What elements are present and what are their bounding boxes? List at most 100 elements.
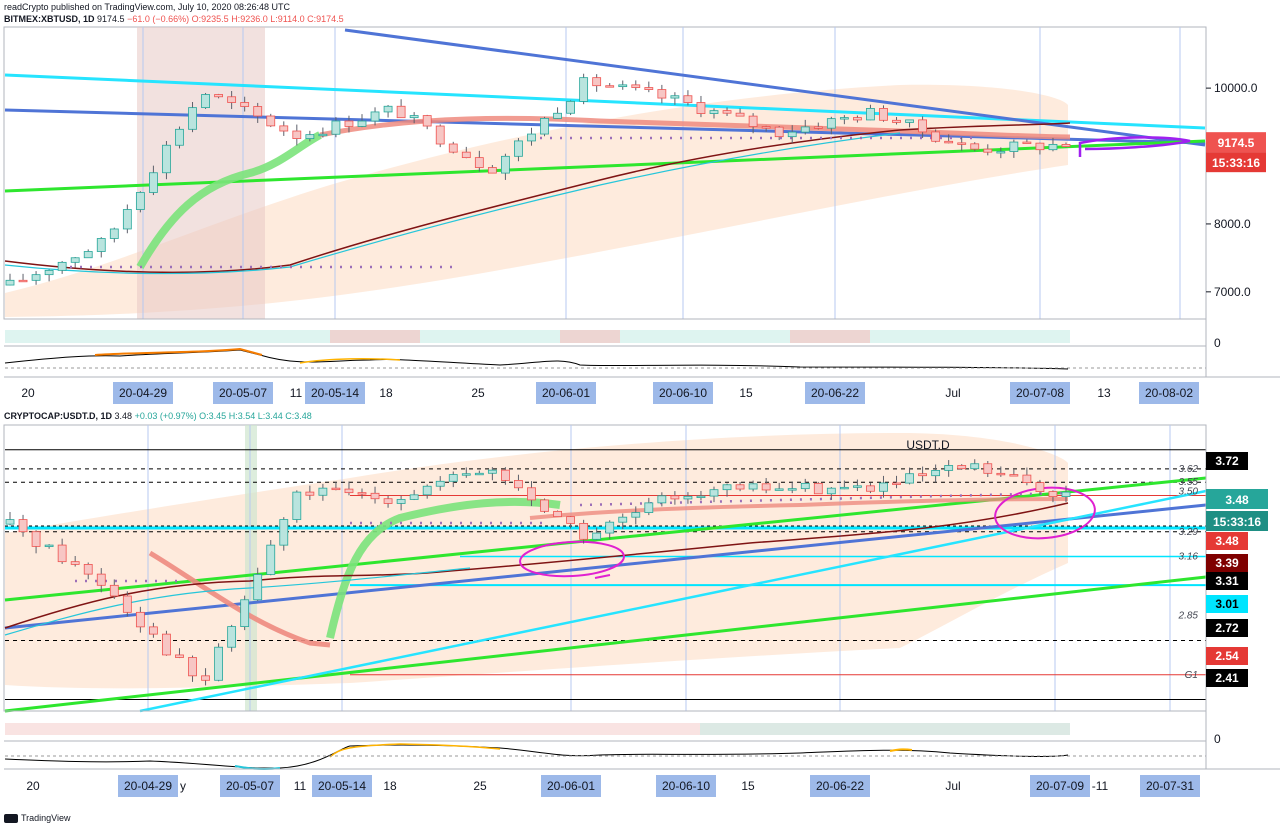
- tradingview-brand: TradingView: [21, 813, 71, 823]
- candle-body: [83, 251, 93, 259]
- candle-body: [892, 119, 901, 123]
- candle-body: [253, 106, 263, 117]
- x-date-badge-label: 20-05-07: [219, 386, 267, 400]
- top-trendlines[interactable]: [4, 28, 1206, 275]
- candle-body: [370, 111, 380, 122]
- candle-body: [331, 120, 341, 135]
- top-symbol: BITMEX:XBTUSD, 1D: [4, 14, 95, 24]
- candle-body: [944, 140, 954, 144]
- candle-body: [514, 140, 523, 157]
- candle-body: [149, 626, 158, 635]
- candle-body: [527, 487, 536, 501]
- x-date-badge: [220, 775, 280, 797]
- candle-body: [214, 646, 223, 681]
- candle-body: [305, 134, 315, 139]
- top-low: L:9114.0: [270, 14, 305, 24]
- candle-body: [383, 105, 393, 113]
- x-date-badge-label: 20-06-10: [659, 386, 707, 400]
- bottom-symbol: CRYPTOCAP:USDT.D, 1D: [4, 411, 113, 421]
- x-date-badge-label: 20-05-14: [318, 779, 366, 793]
- top-open: O:9235.5: [191, 14, 229, 24]
- top-last: 9174.5: [97, 14, 125, 24]
- candle-body: [696, 495, 706, 498]
- candle-body: [292, 130, 302, 139]
- countdown-badge: [1206, 152, 1266, 173]
- publisher-text: readCrypto published on TradingView.com,…: [4, 2, 291, 12]
- candle-body: [748, 115, 758, 127]
- x-date-badge-label: 20-05-14: [311, 386, 359, 400]
- level-badge-label: 3.01: [1215, 597, 1239, 611]
- candle-body: [1035, 142, 1045, 151]
- x-axis-label: 11: [294, 779, 307, 793]
- candle-body: [722, 110, 732, 114]
- candle-body: [5, 519, 15, 525]
- top-symbol-line: BITMEX:XBTUSD, 1D 9174.5 −61.0 (−0.66%) …: [4, 14, 344, 25]
- candle-body: [305, 491, 315, 496]
- x-date-badge-label: 20-06-01: [547, 779, 595, 793]
- bottom-chart[interactable]: USDT.D 3.62 3.553.50 3.29 3.16 2.85 G1 3.72 3.4…: [0, 423, 1280, 803]
- candle-body: [918, 473, 927, 477]
- candle-body: [839, 486, 849, 490]
- publisher-line: readCrypto published on TradingView.com,…: [4, 2, 290, 13]
- bottom-oscillator-panel: [4, 710, 1206, 771]
- candle-body: [566, 516, 575, 524]
- osc-axis-label: 0: [1214, 336, 1221, 350]
- countdown-badge-label: 15:33:16: [1213, 515, 1261, 529]
- candle-body: [266, 115, 276, 127]
- x-date-badge: [810, 775, 870, 797]
- price-badge: [1206, 489, 1268, 509]
- candle-body: [448, 474, 458, 482]
- x-date-badge: [653, 382, 713, 404]
- level-text-label: 3.29: [1179, 527, 1199, 538]
- candle-body: [826, 118, 836, 129]
- candle-body: [83, 564, 93, 575]
- level-badge: [1206, 669, 1248, 687]
- x-axis-label: 13: [1097, 386, 1111, 400]
- candle-body: [683, 95, 693, 103]
- candle-body: [357, 492, 367, 495]
- candle-body: [96, 573, 106, 586]
- x-date-badge: [113, 382, 173, 404]
- top-chart[interactable]: 10000.0 8000.0 7000.0 9174.5 15:33:16 0 20 11 1…: [0, 25, 1280, 420]
- candle-body: [175, 654, 184, 658]
- top-volume-profile-area: [5, 84, 1068, 317]
- candle-body: [70, 257, 80, 263]
- price-badge-label: 9174.5: [1218, 136, 1255, 150]
- candle-body: [644, 87, 654, 90]
- candle-body: [501, 469, 510, 481]
- candle-body: [813, 126, 823, 129]
- candle-body: [996, 472, 1006, 476]
- candle-body: [800, 126, 810, 133]
- x-axis-label: Jul: [945, 386, 960, 400]
- candle-body: [422, 485, 432, 496]
- x-date-badge: [213, 382, 273, 404]
- candle-body: [240, 599, 250, 627]
- tradingview-footer[interactable]: TradingView: [4, 813, 71, 823]
- candle-body: [318, 487, 328, 496]
- candle-body: [996, 151, 1006, 154]
- candle-body: [566, 100, 575, 114]
- candle-body: [826, 487, 836, 495]
- x-axis-label: 20: [21, 386, 35, 400]
- candle-body: [853, 117, 862, 121]
- candle-body: [292, 491, 302, 520]
- bottom-high: H:3.54: [228, 411, 256, 421]
- candle-body: [422, 115, 432, 127]
- candle-body: [331, 487, 341, 491]
- candle-body: [149, 172, 158, 193]
- y-axis-label: 7000.0: [1214, 285, 1251, 299]
- x-axis-label: y: [180, 779, 186, 793]
- candle-body: [1009, 474, 1019, 477]
- candle-body: [787, 131, 797, 138]
- candle-body: [44, 544, 54, 547]
- candle-body: [461, 473, 471, 476]
- price-badge-label: 3.48: [1225, 493, 1249, 507]
- candle-body: [1009, 141, 1019, 152]
- candle-body: [1048, 143, 1058, 151]
- candle-body: [409, 115, 419, 119]
- candle-body: [162, 633, 171, 656]
- candle-body: [18, 519, 28, 533]
- x-axis-label: 11: [290, 386, 303, 400]
- candle-body: [201, 675, 210, 681]
- level-text-label: 3.16: [1179, 552, 1199, 563]
